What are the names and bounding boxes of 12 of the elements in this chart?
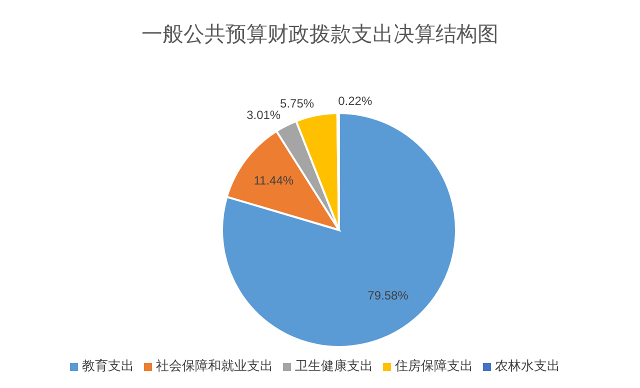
chart-title: 一般公共预算财政拨款支出决算结构图 xyxy=(140,22,500,48)
legend-label: 农林水支出 xyxy=(495,358,560,373)
data-label: 3.01% xyxy=(246,108,281,122)
legend-label: 教育支出 xyxy=(82,358,134,373)
data-label: 0.22% xyxy=(338,94,372,108)
legend-label: 卫生健康支出 xyxy=(295,358,373,373)
legend-label: 社会保障和就业支出 xyxy=(156,358,273,373)
data-label: 79.58% xyxy=(368,288,409,303)
legend-label: 住房保障支出 xyxy=(395,358,473,373)
data-label: 11.44% xyxy=(254,174,294,188)
pie-slice xyxy=(221,112,457,348)
data-label: 5.75% xyxy=(280,96,314,110)
